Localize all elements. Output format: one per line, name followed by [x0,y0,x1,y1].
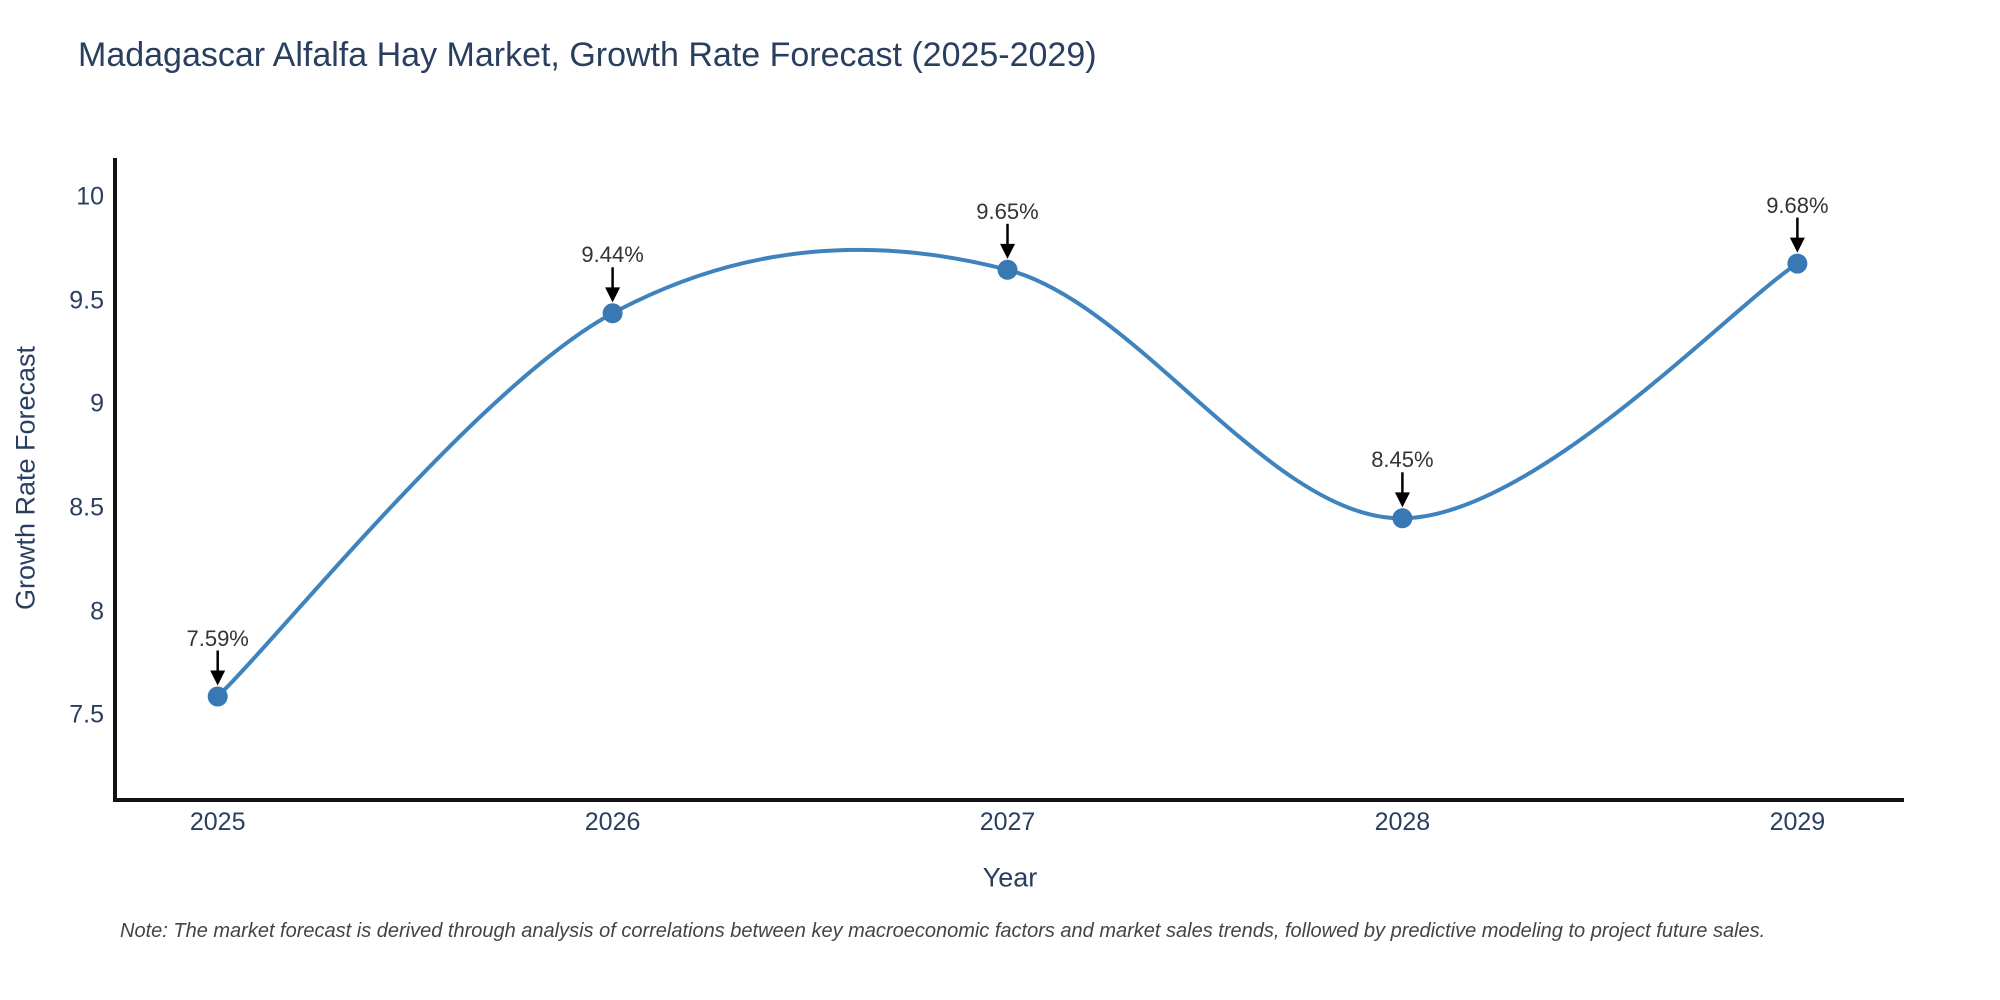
x-tick-label: 2025 [189,808,246,836]
annotation-arrow-head [210,670,226,686]
annotation-arrow-head [1789,237,1805,253]
x-tick-label: 2026 [584,808,641,836]
data-point-2029[interactable] [1787,253,1808,274]
axis-lines [113,158,1904,802]
annotation-arrow-head [605,287,621,303]
y-tick-label: 8 [90,597,104,625]
x-tick-label: 2029 [1769,808,1826,836]
data-point-2028[interactable] [1392,508,1413,529]
y-tick-label: 9 [90,389,104,418]
y-tick-label: 9.5 [69,286,104,315]
data-point-annotation: 8.45% [1371,447,1434,473]
data-point-2027[interactable] [997,259,1018,280]
annotation-arrow-head [1000,243,1016,259]
footnote: Note: The market forecast is derived thr… [120,920,1766,942]
x-tick-label: 2028 [1374,808,1431,836]
y-tick-label: 7.5 [69,700,104,729]
y-axis-title: Growth Rate Forecast [10,345,41,611]
y-tick-label: 10 [76,182,104,211]
data-point-2025[interactable] [207,686,228,707]
x-tick-label: 2027 [979,808,1036,836]
chart-title: Madagascar Alfalfa Hay Market, Growth Ra… [78,36,1097,74]
data-point-annotation: 9.44% [581,242,644,268]
annotation-arrow-head [1394,492,1410,508]
forecast-line [216,247,1799,698]
data-point-annotation: 9.68% [1766,192,1829,218]
x-axis-title: Year [982,862,1038,893]
y-tick-label: 8.5 [69,493,104,522]
data-point-annotation: 9.65% [976,198,1039,224]
data-point-annotation: 7.59% [186,625,249,651]
data-point-2026[interactable] [602,303,623,324]
